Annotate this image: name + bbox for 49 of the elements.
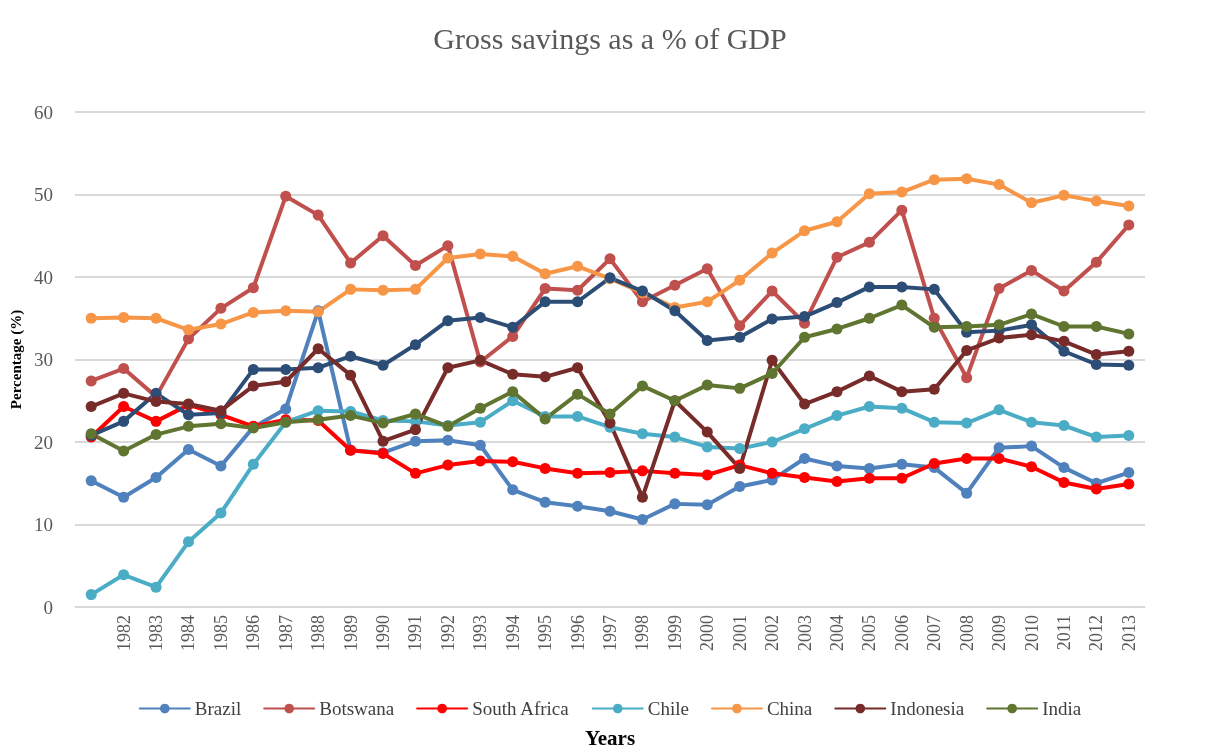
x-tick-label: 2002 <box>762 615 783 651</box>
legend-label: South Africa <box>472 698 570 719</box>
x-tick-label: 1984 <box>178 615 199 651</box>
x-tick-label: 1997 <box>600 615 620 651</box>
x-tick-label: 1988 <box>308 615 329 651</box>
x-tick-label: 2008 <box>956 615 977 651</box>
legend-label: Chile <box>647 698 689 719</box>
x-tick-label: 1999 <box>664 615 685 651</box>
y-tick-label: 20 <box>34 431 53 453</box>
x-tick-label: 1983 <box>146 615 167 651</box>
x-tick-label: 2006 <box>891 615 912 651</box>
x-tick-label: 2004 <box>826 615 847 651</box>
y-tick-label: 30 <box>34 349 53 370</box>
x-tick-label: 2007 <box>924 615 945 651</box>
x-tick-label: 1986 <box>243 615 264 651</box>
x-tick-label: 1982 <box>113 615 134 651</box>
legend-label: Brazil <box>194 698 242 719</box>
x-tick-label: 1994 <box>502 615 523 651</box>
legend-label: China <box>766 698 813 719</box>
legend-label: Botswana <box>319 698 395 719</box>
x-tick-label: 2009 <box>989 615 1010 651</box>
y-tick-label: 40 <box>34 266 53 288</box>
x-axis-title: Years <box>584 725 636 750</box>
x-tick-label: 1995 <box>535 615 556 651</box>
y-axis-title: Percentage (%) <box>7 309 25 410</box>
x-tick-label: 2005 <box>859 615 880 651</box>
x-tick-label: 1985 <box>210 615 231 651</box>
y-tick-label: 60 <box>34 101 53 123</box>
x-tick-label: 1989 <box>340 615 361 651</box>
x-tick-label: 2003 <box>794 615 815 651</box>
x-tick-label: 2012 <box>1086 615 1107 651</box>
x-tick-label: 2010 <box>1021 615 1042 651</box>
legend-label: India <box>1042 698 1082 719</box>
x-tick-label: 1990 <box>373 615 394 651</box>
x-tick-label: 1987 <box>275 615 296 651</box>
x-tick-label: 2001 <box>729 615 750 651</box>
x-tick-label: 2000 <box>697 615 718 651</box>
y-tick-label: 10 <box>34 514 53 535</box>
x-tick-label: 1991 <box>405 615 426 651</box>
x-tick-label: 1992 <box>437 615 458 651</box>
y-tick-label: 0 <box>43 596 53 618</box>
chart-title: Gross savings as a % of GDP <box>433 21 787 55</box>
x-tick-label: 1996 <box>567 615 588 651</box>
x-tick-label: 1998 <box>632 615 653 651</box>
x-tick-label: 1993 <box>470 615 491 651</box>
x-tick-label: 2013 <box>1118 615 1139 651</box>
y-tick-label: 50 <box>34 184 53 205</box>
legend-label: Indonesia <box>890 698 965 719</box>
x-tick-label: 2011 <box>1053 615 1074 651</box>
